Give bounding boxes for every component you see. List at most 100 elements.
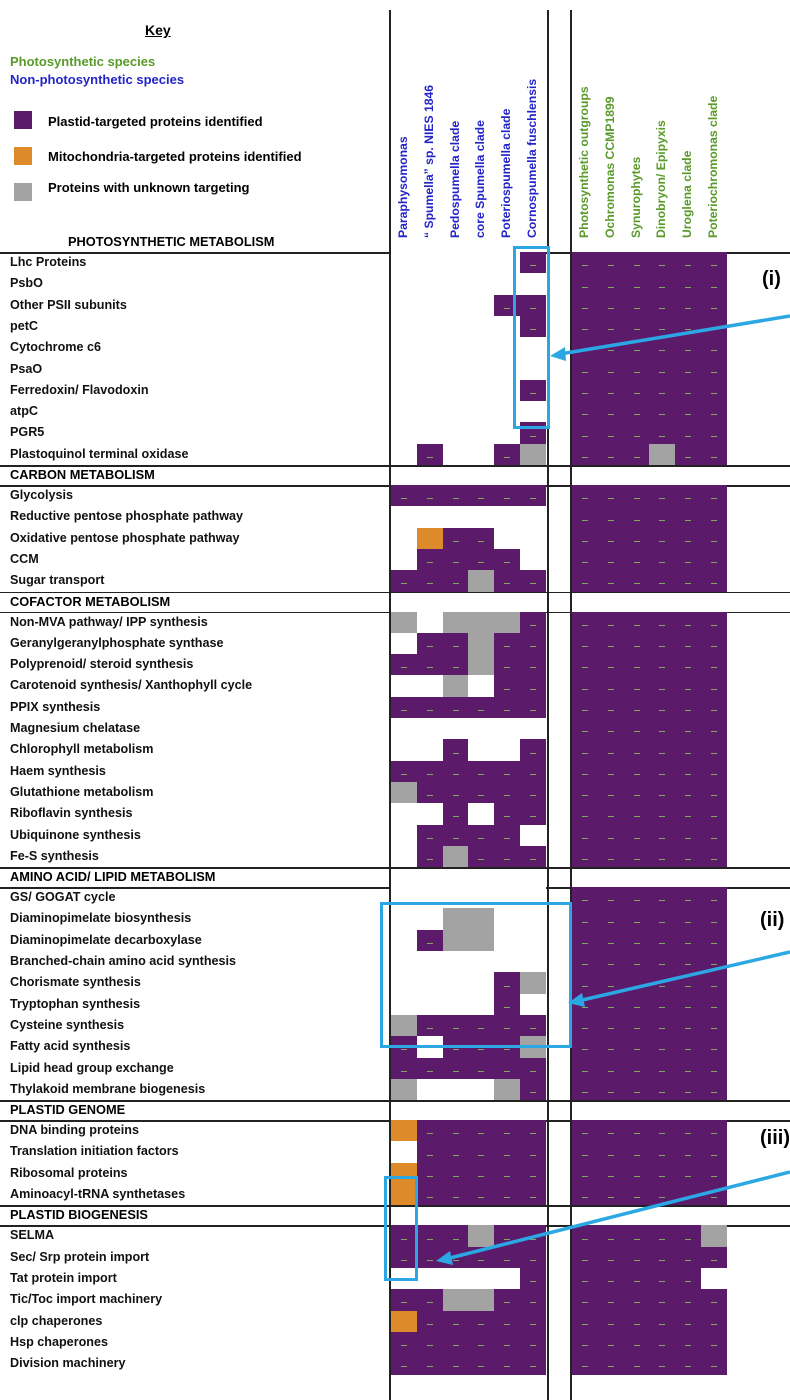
cell-p-0 bbox=[572, 273, 599, 296]
cell-np-3 bbox=[468, 1057, 495, 1080]
cell-p-0 bbox=[572, 887, 599, 909]
cell-p-4 bbox=[675, 1014, 702, 1037]
cell-p-3 bbox=[649, 443, 676, 466]
cell-p-0 bbox=[572, 422, 599, 445]
cell-tick bbox=[659, 1175, 666, 1177]
cell-np-2 bbox=[442, 1057, 469, 1080]
cell-np-3 bbox=[468, 781, 495, 804]
cell-p-4 bbox=[675, 739, 702, 762]
cell-p-2 bbox=[623, 273, 650, 296]
cell-np-3 bbox=[468, 1225, 495, 1248]
cell-tick bbox=[504, 816, 511, 818]
cell-tick bbox=[607, 1175, 614, 1177]
cell-tick bbox=[607, 1133, 614, 1135]
cell-tick bbox=[581, 414, 588, 416]
cell-np-0 bbox=[391, 951, 418, 973]
cell-p-3 bbox=[649, 611, 676, 634]
cell-p-5 bbox=[701, 337, 728, 360]
cell-tick bbox=[633, 286, 640, 288]
cell-tick bbox=[659, 265, 666, 267]
cell-tick bbox=[685, 985, 692, 987]
cell-tick bbox=[685, 942, 692, 944]
cell-tick bbox=[504, 583, 511, 585]
cell-tick bbox=[529, 1133, 536, 1135]
cell-p-2 bbox=[623, 993, 650, 1016]
cell-tick bbox=[400, 1345, 407, 1346]
cell-tick bbox=[504, 1049, 511, 1051]
cell-tick bbox=[426, 1154, 433, 1156]
cell-p-5 bbox=[701, 781, 728, 804]
cell-np-4 bbox=[494, 1014, 521, 1037]
cell-p-3 bbox=[649, 632, 676, 655]
cell-p-4 bbox=[675, 803, 702, 826]
cell-tick bbox=[710, 1049, 717, 1051]
cell-np-4 bbox=[494, 1120, 521, 1142]
cell-np-2 bbox=[442, 1078, 469, 1101]
cell-tick bbox=[659, 688, 666, 690]
cell-p-1 bbox=[597, 1310, 625, 1333]
cell-p-4 bbox=[675, 443, 702, 466]
cell-tick bbox=[529, 1259, 536, 1261]
row-label-riboflavin-synthesis: Riboflavin synthesis bbox=[10, 806, 133, 821]
cell-p-2 bbox=[623, 1310, 650, 1333]
cell-tick bbox=[452, 773, 459, 775]
cell-tick bbox=[504, 1154, 511, 1156]
cell-np-2 bbox=[442, 294, 469, 317]
cell-tick bbox=[452, 498, 459, 500]
cell-p-2 bbox=[623, 739, 650, 762]
cell-p-3 bbox=[649, 675, 676, 698]
cell-p-2 bbox=[623, 760, 650, 783]
cell-tick bbox=[607, 456, 614, 458]
cell-p-2 bbox=[623, 506, 650, 529]
cell-tick bbox=[529, 688, 536, 690]
cell-tick bbox=[581, 1302, 588, 1304]
cell-tick bbox=[659, 329, 666, 331]
cell-tick bbox=[685, 1133, 692, 1135]
cell-p-0 bbox=[572, 781, 599, 804]
cell-np-0 bbox=[391, 379, 418, 402]
cell-np-3 bbox=[468, 294, 495, 317]
cell-np-4 bbox=[494, 1267, 521, 1290]
cell-p-1 bbox=[597, 570, 625, 593]
cell-tick bbox=[426, 646, 433, 647]
cell-tick bbox=[529, 1323, 536, 1325]
row-label-glutathione-metabolism: Glutathione metabolism bbox=[10, 784, 154, 799]
cell-np-2 bbox=[442, 422, 469, 445]
cell-p-5 bbox=[701, 379, 728, 402]
cell-tick bbox=[633, 1028, 640, 1030]
row-label-ferredoxin-flavodoxin: Ferredoxin/ Flavodoxin bbox=[10, 382, 149, 397]
cell-np-2 bbox=[442, 1225, 469, 1248]
cell-p-0 bbox=[572, 506, 599, 529]
row-label-selma: SELMA bbox=[10, 1228, 55, 1243]
cell-np-5 bbox=[520, 294, 547, 317]
cell-np-0 bbox=[391, 401, 418, 423]
cell-tick bbox=[529, 1154, 536, 1156]
cell-tick bbox=[659, 816, 666, 818]
cell-p-4 bbox=[675, 1246, 702, 1269]
cell-p-4 bbox=[675, 1331, 702, 1354]
cell-tick bbox=[710, 921, 717, 923]
cell-np-3 bbox=[468, 1078, 495, 1101]
cell-p-0 bbox=[572, 824, 599, 847]
cell-tick bbox=[452, 1259, 459, 1261]
cell-np-2 bbox=[442, 824, 469, 847]
cell-tick bbox=[581, 709, 588, 711]
cell-p-1 bbox=[597, 654, 625, 676]
row-label-plastoquinol-terminal-oxidase: Plastoquinol terminal oxidase bbox=[10, 446, 189, 461]
row-label-magnesium-chelatase: Magnesium chelatase bbox=[10, 721, 141, 735]
cell-tick bbox=[581, 688, 588, 690]
cell-tick bbox=[581, 900, 588, 902]
cell-p-3 bbox=[649, 1310, 676, 1333]
cell-tick bbox=[710, 859, 717, 860]
cell-tick bbox=[710, 1028, 717, 1030]
cell-tick bbox=[685, 1028, 692, 1030]
cell-tick bbox=[633, 1238, 640, 1240]
cell-p-0 bbox=[572, 1310, 599, 1333]
cell-tick bbox=[710, 1366, 717, 1368]
cell-tick bbox=[710, 1006, 717, 1008]
cell-tick bbox=[607, 1302, 614, 1304]
cell-p-0 bbox=[572, 379, 599, 402]
cell-np-5 bbox=[520, 548, 547, 571]
cell-tick bbox=[426, 1345, 433, 1346]
cell-p-0 bbox=[572, 527, 599, 550]
